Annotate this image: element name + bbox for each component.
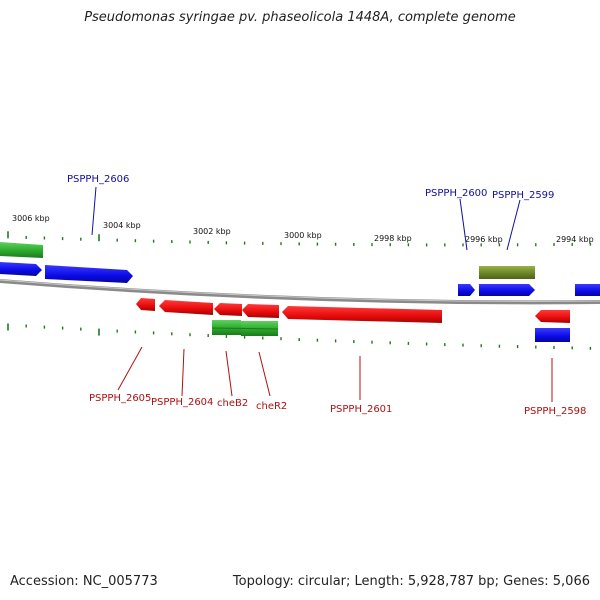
label-connector bbox=[91, 186, 97, 236]
rna-feature[interactable] bbox=[0, 242, 43, 258]
scale-label: 2994 kbp bbox=[556, 235, 594, 244]
gene-label-cheb2[interactable]: cheB2 bbox=[217, 398, 248, 409]
label-connector bbox=[506, 199, 521, 251]
label-connector bbox=[225, 350, 233, 397]
rna-feature[interactable] bbox=[212, 320, 241, 335]
forward-gene-arrow[interactable] bbox=[575, 284, 600, 296]
genome-summary: Topology: circular; Length: 5,928,787 bp… bbox=[232, 574, 590, 589]
gene-label-pspph-2600[interactable]: PSPPH_2600 bbox=[425, 188, 487, 199]
reverse-gene-arrow[interactable] bbox=[282, 306, 442, 323]
lower-tick-marks bbox=[7, 323, 592, 350]
label-connector bbox=[117, 346, 143, 391]
scale-label: 3002 kbp bbox=[193, 227, 231, 236]
scale-label: 3004 kbp bbox=[103, 221, 141, 230]
label-connector bbox=[258, 351, 271, 397]
map-title: Pseudomonas syringae pv. phaseolicola 14… bbox=[84, 10, 516, 25]
gene-label-pspph-2599[interactable]: PSPPH_2599 bbox=[492, 190, 554, 201]
feature-divider bbox=[211, 327, 279, 330]
scale-label: 2998 kbp bbox=[374, 234, 412, 243]
scale-label: 3000 kbp bbox=[284, 231, 322, 240]
forward-gene-arrow[interactable] bbox=[0, 262, 42, 276]
gene-label-cher2[interactable]: cheR2 bbox=[256, 401, 287, 412]
upper-tick-marks bbox=[7, 231, 592, 247]
label-connector bbox=[459, 198, 468, 251]
gene-label-pspph-2606[interactable]: PSPPH_2606 bbox=[67, 174, 129, 185]
scale-label: 3006 kbp bbox=[12, 214, 50, 223]
scale-label: 2996 kbp bbox=[465, 235, 503, 244]
accession-label: Accession: NC_005773 bbox=[10, 574, 158, 589]
olive-feature[interactable] bbox=[479, 266, 535, 279]
reverse-gene-arrow[interactable] bbox=[159, 300, 213, 315]
reverse-gene-arrow[interactable] bbox=[535, 310, 570, 323]
genome-backbone-highlight bbox=[0, 279, 600, 302]
label-connector bbox=[181, 348, 185, 397]
gene-label-pspph-2598[interactable]: PSPPH_2598 bbox=[524, 406, 586, 417]
forward-gene-box[interactable] bbox=[535, 328, 570, 342]
reverse-gene-arrow[interactable] bbox=[136, 298, 155, 311]
forward-gene-arrow[interactable] bbox=[479, 284, 535, 296]
forward-gene-arrow[interactable] bbox=[45, 265, 133, 283]
genome-backbone bbox=[0, 279, 600, 305]
gene-label-pspph-2605[interactable]: PSPPH_2605 bbox=[89, 393, 151, 404]
gene-label-pspph-2601[interactable]: PSPPH_2601 bbox=[330, 404, 392, 415]
reverse-gene-arrow[interactable] bbox=[242, 304, 279, 318]
reverse-gene-arrow[interactable] bbox=[214, 303, 242, 316]
gene-label-pspph-2604[interactable]: PSPPH_2604 bbox=[151, 397, 213, 408]
forward-gene-arrow[interactable] bbox=[458, 284, 475, 296]
